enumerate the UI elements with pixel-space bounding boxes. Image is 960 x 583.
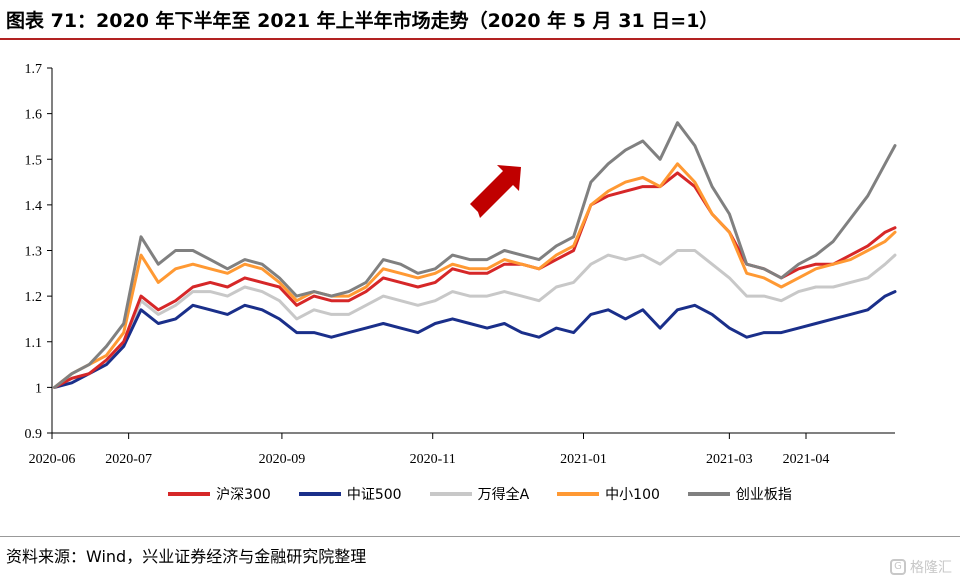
source-bar: 资料来源：Wind，兴业证券经济与金融研究院整理 G 格隆汇	[0, 536, 960, 583]
legend-item: 中小100	[557, 484, 660, 504]
y-tick-label: 1.5	[25, 153, 43, 168]
chart-axes: 0.9 1 1.1 1.2 1.3 1.4 1.5 1.6 1.7 2020-06 2020-07 2…	[25, 62, 895, 467]
title-bar: 图表 71：2020 年下半年至 2021 年上半年市场走势（2020 年 5 …	[0, 0, 960, 40]
legend-label: 中证500	[346, 487, 402, 503]
x-tick-label: 2021-01	[560, 452, 607, 467]
source-note: 资料来源：Wind，兴业证券经济与金融研究院整理	[6, 547, 367, 566]
legend-label: 中小100	[605, 487, 660, 503]
chart-title: 图表 71：2020 年下半年至 2021 年上半年市场走势（2020 年 5 …	[6, 10, 719, 32]
legend-item: 中证500	[298, 484, 402, 504]
y-tick-label: 0.9	[25, 427, 43, 442]
y-tick-label: 1.3	[25, 245, 43, 260]
legend-item: 沪深300	[168, 484, 271, 504]
line-chart: 0.9 1 1.1 1.2 1.3 1.4 1.5 1.6 1.7 2020-06 2020-07 2…	[25, 62, 897, 467]
legend-label: 创业板指	[735, 487, 792, 503]
series-line	[53, 290, 897, 389]
y-tick-label: 1.7	[25, 62, 43, 77]
series-line	[53, 121, 897, 389]
y-tick-label: 1.2	[25, 290, 43, 305]
x-tick-label: 2020-07	[105, 452, 152, 467]
y-tick-label: 1.6	[25, 108, 43, 123]
series-line	[53, 249, 897, 389]
x-tick-label: 2020-11	[410, 452, 456, 467]
legend-item: 万得全A	[429, 484, 530, 504]
y-tick-label: 1	[35, 381, 42, 396]
legend-swatch	[687, 492, 730, 496]
legend-item: 创业板指	[687, 484, 792, 504]
watermark: G 格隆汇	[890, 557, 952, 577]
legend-label: 万得全A	[477, 487, 530, 503]
x-tick-label: 2021-04	[783, 452, 830, 467]
chart-annotations	[470, 165, 521, 218]
legend-swatch	[298, 492, 341, 496]
chart-series	[53, 121, 897, 389]
x-tick-label: 2020-06	[29, 452, 76, 467]
x-tick-label: 2021-03	[706, 452, 753, 467]
legend-swatch	[429, 492, 472, 496]
watermark-logo-icon: G	[890, 559, 906, 575]
trend-arrow	[470, 165, 521, 218]
chart-legend: 沪深300 中证500 万得全A 中小100 创业板指	[0, 478, 960, 510]
legend-swatch	[557, 492, 600, 496]
y-tick-label: 1.1	[25, 336, 43, 351]
y-tick-label: 1.4	[25, 199, 43, 214]
legend-swatch	[168, 492, 211, 496]
watermark-text: 格隆汇	[910, 560, 952, 576]
legend-label: 沪深300	[216, 487, 271, 503]
series-line	[53, 162, 897, 389]
x-tick-label: 2020-09	[259, 452, 306, 467]
